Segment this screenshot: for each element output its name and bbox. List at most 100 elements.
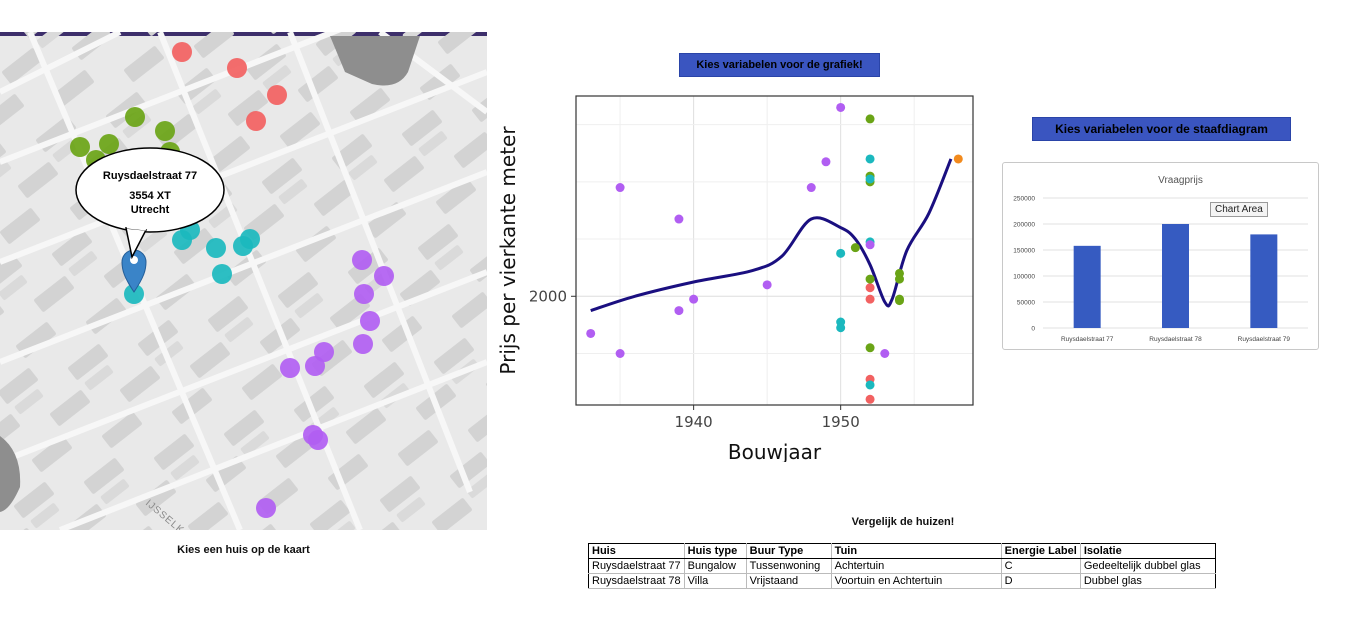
choose-bar-variables-button[interactable]: Kies variabelen voor de staafdiagram [1032,117,1291,141]
house-map[interactable]: IJSSELK Ruysdaelstraat 77 3554 XT Utrech… [0,32,487,530]
map-building [228,90,268,126]
scatter-point [953,154,963,164]
map-building [434,245,464,270]
map-building [262,158,302,194]
popup-street: Ruysdaelstraat 77 [103,170,197,182]
cell-huis: Ruysdaelstraat 78 [588,573,685,589]
map-house-dot [280,358,300,378]
map-road [0,69,487,265]
map-building [0,275,28,300]
map-building [278,272,318,308]
chart-area-tooltip: Chart Area [1210,202,1268,217]
map-building [384,156,424,192]
map-house-dot [246,111,266,131]
map-road [58,359,487,530]
map-building [36,32,66,48]
map-road [287,32,473,494]
map-house-dot [352,250,372,270]
map-house-dot [354,284,374,304]
map-building [0,161,12,186]
scatter-point [865,283,875,293]
bar-y-tick-label: 250000 [1013,196,1035,203]
map-water-left [0,436,21,512]
map-top-border [0,32,487,36]
map-building [436,178,476,214]
map-building [438,32,478,54]
map-building [18,162,58,198]
scatter-point [850,243,860,253]
bar-chart-box[interactable]: Vraagprijs 0 50000 100000 150000 200000 250000… [1002,162,1319,350]
map-building [468,406,487,442]
map-building [14,389,44,414]
cell-buur-type: Tussenwoning [745,558,832,574]
map-house-dot [172,42,192,62]
bar-y-tick-label: 200000 [1013,222,1035,229]
scatter-point [674,214,684,224]
header-tuin: Tuin [830,543,1002,559]
map-building [30,503,60,528]
map-building [380,476,420,512]
map-building [158,114,198,150]
map-house-dot [360,311,380,331]
map-building [210,136,250,172]
scatter-point [865,274,875,284]
map-house-dot [99,134,119,154]
map-building [0,368,38,404]
bar-chart: Vraagprijs 0 50000 100000 150000 200000 250000… [1013,175,1308,343]
map-building [120,366,160,402]
header-huis-type: Huis type [683,543,747,559]
choose-chart-variables-button[interactable]: Kies variabelen voor de grafiek! [679,53,880,77]
map-house-dot [70,137,90,157]
scatter-point [865,394,875,404]
map-building [174,228,214,264]
cell-energie-label: C [1000,558,1081,574]
map-building [310,500,350,530]
map-building [402,110,442,146]
scatter-point [865,294,875,304]
map-building [278,179,308,204]
scatter-point [836,102,846,112]
map-building [84,365,114,390]
map-house-dot [256,498,276,518]
bar-y-tick-label: 150000 [1013,248,1035,255]
map-building [102,412,142,448]
map-house-dot [240,229,260,249]
map-building [294,386,334,422]
scatter-point [836,248,846,258]
cell-isolatie: Gedeeltelijk dubbel glas [1079,558,1216,574]
map-building [418,131,448,156]
map-building [396,497,426,522]
map-building [192,89,222,114]
map-house-dot [155,121,175,141]
map-building [348,155,378,180]
map-building [240,431,270,456]
scatter-frame [575,95,974,406]
map-building [224,410,264,446]
bar [1162,224,1189,328]
map-house-dots[interactable] [70,42,394,518]
x-tick-label: 1950 [822,413,860,431]
map-house-dot [125,107,145,127]
map-building [314,180,354,216]
header-buur-type: Buur Type [745,543,832,559]
map-building-blocks [0,32,487,530]
map-building [0,94,24,130]
map-building [54,70,94,106]
bar [1250,234,1278,328]
map-building [68,344,108,380]
bar-y-tick-label: 50000 [1017,300,1035,307]
scatter-plot-area [576,96,973,405]
map-building [100,479,130,504]
map-building [206,456,246,492]
x-tick-label: 1940 [675,413,713,431]
map-house-dot [124,284,144,304]
map-house-dot [227,58,247,78]
bar-category-label: Ruysdaelstraat 78 [1149,336,1202,343]
scatter-point [689,294,699,304]
map-building [154,434,194,470]
scatter-point [894,296,904,306]
scatter-chart: 1940 1950 2000 Bouwjaar Prijs per vierkante … [496,95,974,462]
map-building [170,455,200,480]
header-isolatie: Isolatie [1079,543,1216,559]
x-axis-label: Bouwjaar [728,440,822,462]
